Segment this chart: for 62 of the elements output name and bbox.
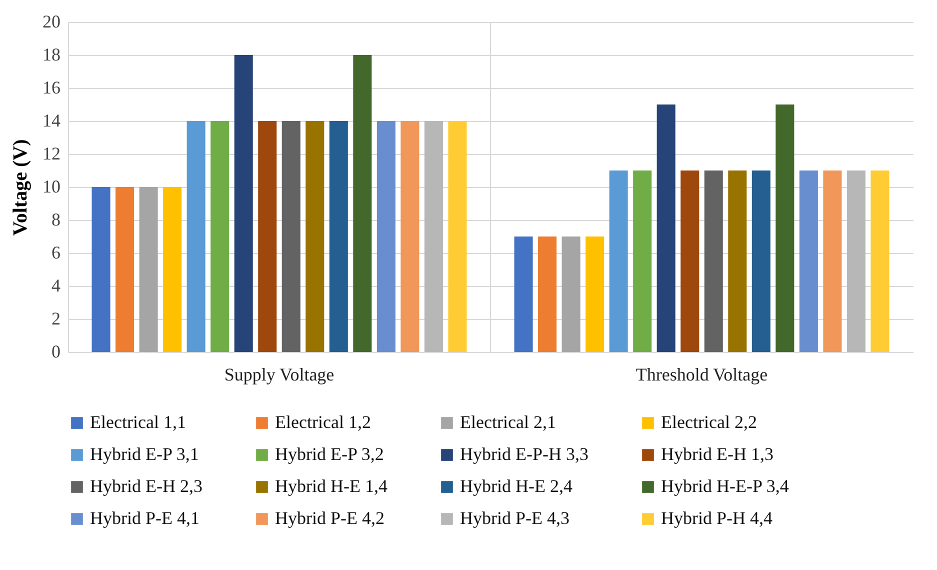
bar bbox=[376, 121, 396, 352]
legend-label: Electrical 2,1 bbox=[460, 412, 556, 432]
bar bbox=[776, 104, 794, 352]
x-tick-label: Threshold Voltage bbox=[636, 364, 768, 384]
bar bbox=[538, 236, 557, 352]
bar bbox=[656, 104, 676, 352]
y-tick-label: 14 bbox=[42, 110, 60, 130]
y-tick-label: 12 bbox=[42, 144, 60, 164]
bar bbox=[92, 187, 110, 352]
bar bbox=[282, 121, 300, 352]
bar bbox=[258, 121, 277, 352]
bar bbox=[210, 121, 230, 352]
bar bbox=[163, 187, 182, 352]
y-tick-label: 2 bbox=[52, 308, 60, 328]
bar bbox=[846, 170, 866, 352]
legend-label: Hybrid E-H 1,3 bbox=[661, 444, 774, 464]
bar bbox=[704, 170, 723, 352]
bar bbox=[514, 236, 533, 352]
y-tick-label: 18 bbox=[42, 44, 60, 64]
y-tick-label: 10 bbox=[42, 176, 60, 196]
bar bbox=[586, 236, 604, 352]
legend-label: Hybrid P-E 4,1 bbox=[90, 508, 200, 528]
y-tick-label: 16 bbox=[42, 78, 60, 98]
legend-label: Hybrid E-P 3,2 bbox=[275, 444, 384, 464]
bar bbox=[799, 170, 818, 352]
y-axis-title: Voltage (V) bbox=[10, 139, 32, 236]
bar bbox=[562, 236, 580, 352]
y-tick-label: 4 bbox=[52, 276, 60, 296]
y-tick-label: 0 bbox=[52, 342, 60, 362]
bar bbox=[752, 170, 770, 352]
legend-label: Hybrid H-E 2,4 bbox=[460, 476, 572, 496]
legend-label: Hybrid H-E-P 3,4 bbox=[661, 476, 789, 496]
bar bbox=[139, 187, 158, 352]
legend-label: Hybrid P-E 4,3 bbox=[460, 508, 570, 528]
legend-label: Hybrid H-E 1,4 bbox=[275, 476, 388, 496]
legend-label: Hybrid E-P-H 3,3 bbox=[460, 444, 588, 464]
bar bbox=[400, 121, 420, 352]
bar bbox=[870, 170, 890, 352]
bar bbox=[728, 170, 747, 352]
bar bbox=[234, 55, 253, 352]
bar bbox=[448, 121, 467, 352]
y-tick-label: 20 bbox=[42, 12, 60, 32]
bar bbox=[823, 170, 842, 352]
bar bbox=[186, 121, 206, 352]
bar bbox=[353, 55, 372, 352]
bar bbox=[329, 121, 348, 352]
legend-label: Electrical 2,2 bbox=[661, 412, 757, 432]
legend-label: Hybrid P-E 4,2 bbox=[275, 508, 384, 528]
bar bbox=[633, 170, 652, 352]
y-tick-label: 8 bbox=[52, 210, 60, 230]
x-tick-label: Supply Voltage bbox=[224, 364, 334, 384]
legend-label: Electrical 1,1 bbox=[90, 412, 186, 432]
y-tick-label: 6 bbox=[52, 242, 60, 262]
bar bbox=[609, 170, 628, 352]
legend-label: Hybrid P-H 4,4 bbox=[661, 508, 772, 528]
bar bbox=[424, 121, 443, 352]
legend-label: Hybrid E-P 3,1 bbox=[90, 444, 199, 464]
bar bbox=[680, 170, 700, 352]
legend-label: Hybrid E-H 2,3 bbox=[90, 476, 202, 496]
bar bbox=[116, 187, 134, 352]
bar bbox=[306, 121, 324, 352]
legend-label: Electrical 1,2 bbox=[275, 412, 371, 432]
